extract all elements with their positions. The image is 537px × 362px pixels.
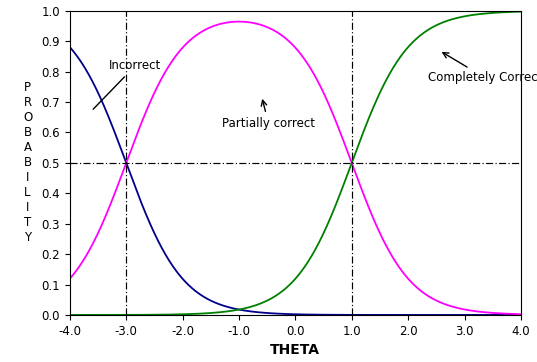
X-axis label: THETA: THETA	[270, 343, 321, 357]
Text: Incorrect: Incorrect	[93, 59, 162, 109]
Text: Partially correct: Partially correct	[222, 100, 315, 130]
Text: Completely Correct: Completely Correct	[428, 52, 537, 84]
Y-axis label: P
R
O
B
A
B
I
L
I
T
Y: P R O B A B I L I T Y	[23, 81, 32, 244]
